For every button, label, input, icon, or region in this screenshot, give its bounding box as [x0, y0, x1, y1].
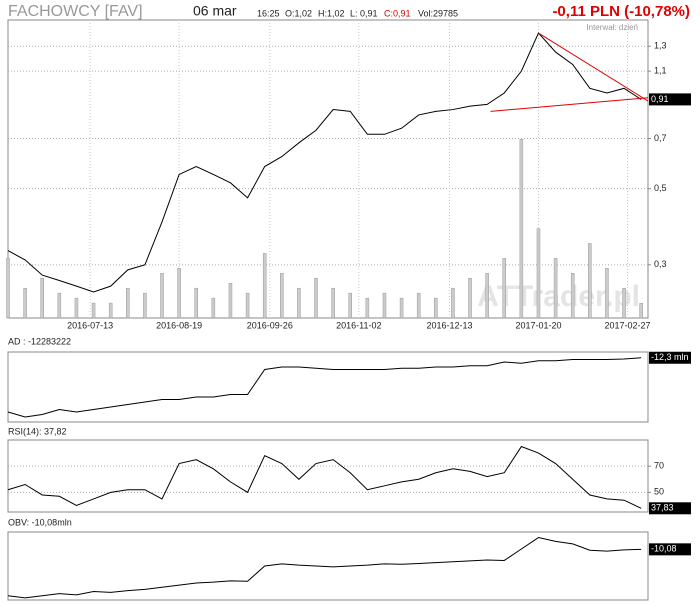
y-tick-label: 1,3	[654, 41, 667, 51]
volume-bar	[160, 273, 164, 319]
y-tick-label: 0,7	[654, 133, 667, 143]
volume-bar	[331, 287, 335, 319]
last-value-label: -10,08	[651, 544, 677, 554]
volume-bar	[348, 292, 352, 319]
x-tick-label: 2016-09-26	[247, 320, 293, 330]
panel-frame	[7, 531, 649, 601]
volume-bar	[262, 253, 267, 319]
line	[7, 357, 642, 418]
time: 16:25	[257, 8, 280, 18]
x-tick-label: 2017-01-20	[515, 320, 561, 330]
line	[7, 32, 642, 293]
volume-bar	[297, 287, 301, 319]
volume-bar	[74, 297, 79, 319]
volume-bar	[194, 287, 198, 319]
volume-bar	[639, 302, 643, 319]
volume-bar	[177, 268, 181, 319]
volume-bar	[399, 297, 404, 319]
volume-bar	[228, 282, 233, 319]
y-tick-label: 0,3	[654, 259, 667, 269]
volume-bar	[553, 258, 558, 319]
low: L: 0,91	[350, 8, 378, 18]
close: C:0,91	[384, 8, 411, 18]
volume-bar	[40, 278, 44, 319]
panel-label: RSI(14): 37,82	[8, 426, 67, 436]
volume-bar	[23, 287, 27, 319]
panel-frame	[7, 439, 649, 513]
last-value-box	[649, 543, 691, 556]
volume-bar	[485, 273, 489, 319]
volume-bar	[280, 273, 284, 319]
last-value-box	[649, 351, 691, 364]
line	[538, 32, 649, 102]
x-tick-label: 2016-12-13	[426, 320, 472, 330]
line	[490, 97, 649, 112]
volume-bar	[622, 287, 626, 319]
high: H:1,02	[318, 8, 345, 18]
interval: Interwał: dzień	[586, 23, 638, 32]
volume-bar	[245, 292, 250, 319]
volume-bar	[6, 258, 10, 319]
y-tick-label: 1,1	[654, 66, 667, 76]
volume-bar	[57, 292, 62, 319]
volume-bar	[536, 228, 541, 319]
volume-bar	[314, 278, 318, 319]
last-value-label: 37,83	[651, 503, 674, 513]
volume-bar	[570, 273, 575, 319]
open: O:1,02	[285, 8, 312, 18]
last-value-label: 0,91	[651, 94, 669, 104]
line	[7, 536, 642, 599]
volume-bar	[365, 297, 370, 319]
volume-bar	[519, 138, 524, 319]
volume-bar	[108, 302, 113, 319]
date: 06 mar	[193, 3, 237, 19]
last-value-label: -12,3 mln	[651, 352, 689, 362]
volume-bar	[416, 292, 421, 319]
y-tick-label: 0,5	[654, 183, 667, 193]
x-tick-label: 2017-02-27	[604, 320, 650, 330]
x-tick-label: 2016-11-02	[336, 320, 381, 330]
volume: Vol:29785	[418, 8, 458, 18]
panel-label: OBV: -10,08mln	[8, 517, 72, 527]
change: -0,11 PLN (-10,78%)	[552, 3, 690, 20]
panel-frame	[7, 19, 649, 319]
volume-bar	[382, 292, 387, 319]
x-tick-label: 2016-07-13	[67, 320, 113, 330]
volume-bar	[451, 287, 455, 319]
x-tick-label: 2016-08-19	[156, 320, 202, 330]
volume-bar	[605, 268, 609, 319]
y-tick-label: 70	[654, 461, 664, 471]
line	[7, 445, 642, 509]
y-tick-label: 50	[654, 487, 664, 497]
volume-bar	[126, 287, 130, 319]
volume-bar	[502, 258, 507, 319]
volume-bar	[143, 292, 147, 319]
volume-bar	[434, 297, 438, 319]
volume-bar	[468, 278, 472, 319]
volume-bar	[588, 243, 592, 319]
panel-frame	[7, 351, 649, 423]
panel-label: AD : -12283222	[8, 336, 71, 346]
watermark: ATTrader.pl	[477, 280, 640, 313]
volume-bar	[91, 302, 96, 319]
last-value-box	[649, 93, 691, 106]
ticker: FACHOWCY [FAV]	[8, 3, 143, 20]
last-value-box	[649, 502, 691, 515]
volume-bar	[211, 297, 216, 319]
